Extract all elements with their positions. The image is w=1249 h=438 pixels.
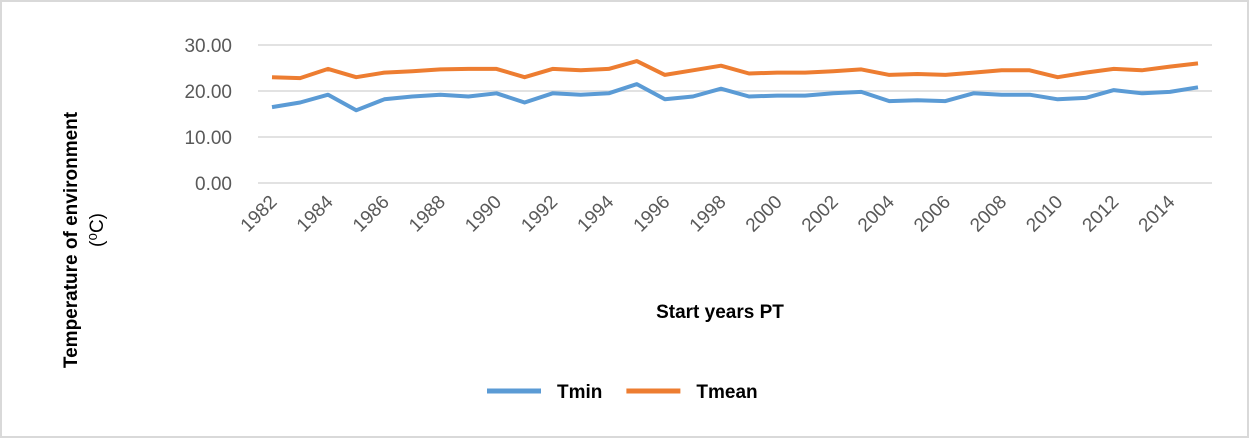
series-line [271,82,1199,113]
y-tick-label: 30.00 [184,36,232,57]
y-axis-label: (⁰C) [87,213,108,247]
series-line [271,59,1199,81]
x-axis-label: Start years PT [656,302,784,323]
legend-label: Tmean [696,382,757,403]
y-tick-label: 10.00 [184,128,232,149]
y-tick-label: 20.00 [184,82,232,103]
legend-label: Tmin [557,382,602,403]
y-axis-label: Temperature of environment [61,111,82,368]
y-tick-label: 0.00 [195,174,232,195]
